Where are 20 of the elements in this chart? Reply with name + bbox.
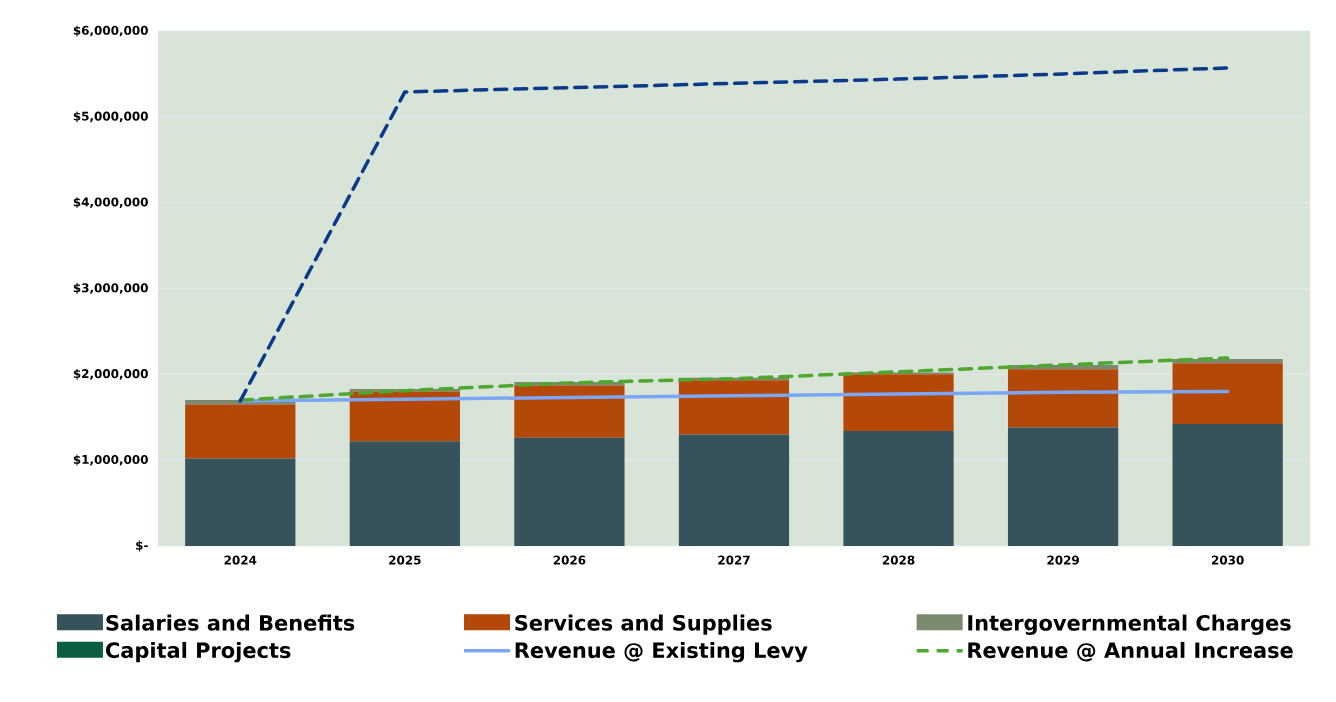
x-tick-label: 2030 xyxy=(1211,555,1244,565)
x-tick-label: 2024 xyxy=(224,555,257,565)
y-tick-label: $2,000,000 xyxy=(73,368,148,380)
y-tick-label: $5,000,000 xyxy=(73,111,148,123)
x-tick-label: 2025 xyxy=(389,555,421,565)
legend-label: Services and Supplies xyxy=(515,614,772,635)
legend-label: Intergovernmental Charges xyxy=(968,614,1291,635)
legend-label: Salaries and Benefits xyxy=(106,614,355,631)
y-tick-label: $1,000,000 xyxy=(73,454,148,466)
legend-label: Capital Projects xyxy=(105,641,291,663)
x-tick-label: 2029 xyxy=(1047,555,1079,565)
x-tick-label: 2026 xyxy=(553,555,586,565)
y-tick-label: $6,000,000 xyxy=(73,25,148,37)
y-tick-label: $- xyxy=(136,540,148,552)
x-tick-label: 2028 xyxy=(882,555,915,565)
legend-label: Revenue @ Existing Levy xyxy=(515,641,808,663)
x-tick-label: 2027 xyxy=(718,555,750,565)
y-tick-label: $4,000,000 xyxy=(73,197,148,209)
legend-label: Revenue @ Annual Increase xyxy=(968,641,1293,662)
y-tick-label: $3,000,000 xyxy=(73,283,148,294)
